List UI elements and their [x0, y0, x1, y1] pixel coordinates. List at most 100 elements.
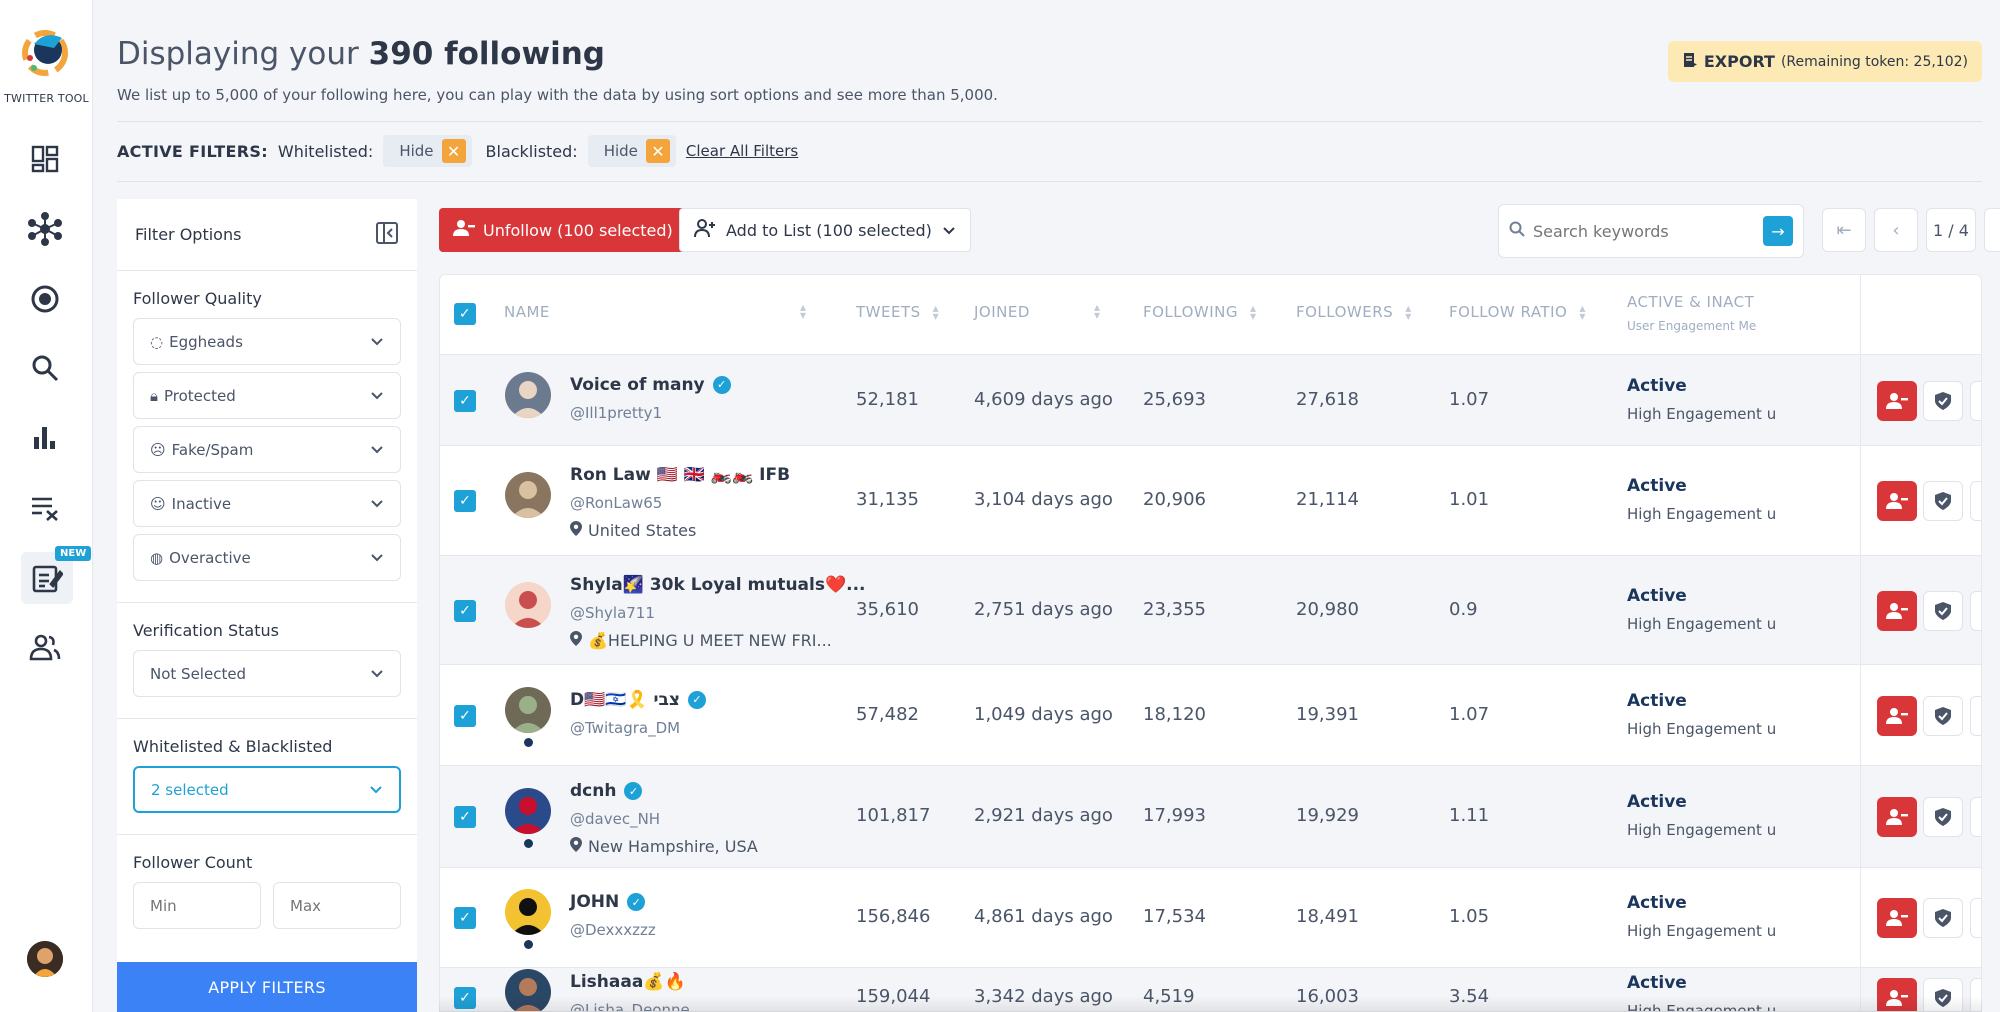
search-icon — [1509, 221, 1525, 241]
profile-avatar[interactable] — [505, 889, 551, 935]
blacklist-ban-icon[interactable] — [1970, 380, 1981, 421]
network-icon[interactable] — [27, 211, 63, 247]
export-button[interactable]: EXPORT (Remaining token: 25,102) — [1667, 41, 1982, 82]
bar-chart-icon[interactable] — [27, 420, 63, 456]
unfollow-button[interactable]: Unfollow (100 selected) — [439, 208, 687, 252]
whitelist-blacklist-title: Whitelisted & Blacklisted — [133, 737, 333, 756]
notes-icon[interactable] — [21, 552, 73, 604]
blacklist-ban-icon[interactable] — [1970, 797, 1981, 837]
col-following[interactable]: FOLLOWING ▴ ▾ — [1143, 301, 1257, 323]
profile-name[interactable]: dcnh ✓ — [570, 781, 643, 801]
follow-ratio: 1.07 — [1449, 388, 1490, 410]
min-count-input[interactable] — [133, 882, 261, 929]
profile-name[interactable]: D🇺🇸🇮🇱🎗️ צבי ✓ — [570, 690, 707, 710]
arrow-right-icon[interactable]: → — [1763, 216, 1793, 246]
close-icon[interactable]: ✕ — [441, 139, 466, 163]
col-followers[interactable]: FOLLOWERS ▴ ▾ — [1296, 301, 1412, 323]
app-logo[interactable] — [20, 26, 70, 78]
profile-name[interactable]: Shyla🌠 30k Loyal mutuals❤️... — [570, 574, 866, 595]
profile-avatar[interactable] — [505, 788, 551, 834]
col-tweets[interactable]: TWEETS ▴ ▾ — [856, 301, 940, 323]
follower-count-section: Follower Count — [117, 835, 417, 943]
next-page-button[interactable]: › — [1984, 208, 2000, 252]
profile-avatar[interactable] — [505, 969, 551, 1011]
engagement-level: High Engagement u — [1627, 821, 1777, 839]
blacklist-ban-icon[interactable] — [1970, 978, 1981, 1011]
tweets-count: 159,044 — [856, 986, 930, 1007]
overactive-dropdown[interactable]: ◍ Overactive — [133, 534, 401, 581]
row-checkbox[interactable]: ✓ — [454, 704, 476, 727]
joined-days: 1,049 days ago — [974, 703, 1113, 725]
dashboard-icon[interactable] — [27, 141, 63, 177]
protected-dropdown[interactable]: 🔒︎ Protected — [133, 372, 401, 419]
eggheads-dropdown[interactable]: ◌ Eggheads — [133, 318, 401, 365]
add-to-list-button[interactable]: Add to List (100 selected) — [679, 208, 971, 252]
joined-sort-icon[interactable]: ▴ ▾ — [1094, 300, 1101, 322]
fake-spam-label: Fake/Spam — [171, 440, 254, 459]
whitelist-shield-icon[interactable] — [1923, 695, 1963, 736]
search-input[interactable] — [1533, 221, 1755, 241]
unfollow-user-button[interactable] — [1877, 695, 1917, 736]
whitelist-shield-icon[interactable] — [1923, 481, 1963, 521]
collapse-panel-icon[interactable] — [375, 221, 399, 249]
blacklist-ban-icon[interactable] — [1970, 898, 1981, 938]
following-count: 17,534 — [1143, 906, 1206, 927]
blacklist-ban-icon[interactable] — [1970, 590, 1981, 631]
whitelist-shield-icon[interactable] — [1923, 590, 1963, 631]
whitelisted-chip: Hide ✕ — [383, 135, 472, 167]
whitelist-shield-icon[interactable] — [1923, 898, 1963, 938]
user-avatar[interactable] — [27, 941, 63, 977]
row-checkbox[interactable]: ✓ — [454, 806, 476, 828]
row-checkbox[interactable]: ✓ — [454, 389, 476, 412]
profile-avatar[interactable] — [505, 686, 551, 733]
col-name[interactable]: NAME — [504, 303, 550, 321]
clear-all-filters-link[interactable]: Clear All Filters — [685, 142, 799, 160]
unfollow-user-button[interactable] — [1877, 380, 1917, 421]
online-indicator — [524, 839, 533, 848]
unfollow-user-button[interactable] — [1877, 481, 1917, 521]
unfollow-user-button[interactable] — [1877, 978, 1917, 1011]
profile-handle: @Dexxxzzz — [570, 921, 656, 939]
whitelist-shield-icon[interactable] — [1923, 978, 1963, 1011]
col-joined[interactable]: JOINED — [974, 303, 1030, 321]
profile-avatar[interactable] — [505, 472, 551, 518]
radar-icon[interactable] — [27, 281, 63, 317]
col-follow-ratio[interactable]: FOLLOW RATIO ▴ ▾ — [1449, 301, 1586, 323]
whitelist-shield-icon[interactable] — [1923, 380, 1963, 421]
unfollow-user-button[interactable] — [1877, 898, 1917, 938]
row-checkbox[interactable]: ✓ — [454, 599, 476, 622]
name-sort-icon[interactable]: ▴ ▾ — [800, 300, 807, 322]
blacklist-ban-icon[interactable] — [1970, 481, 1981, 521]
row-checkbox[interactable]: ✓ — [454, 987, 476, 1009]
prev-page-button[interactable]: ‹ — [1874, 208, 1918, 252]
profile-name[interactable]: JOHN ✓ — [570, 892, 646, 912]
apply-filters-button[interactable]: APPLY FILTERS — [117, 962, 417, 1012]
pagination: ⇤ ‹ 1 / 4 › ⇥ — [1822, 208, 2000, 252]
whitelist-shield-icon[interactable] — [1923, 797, 1963, 837]
whitelist-blacklist-dropdown[interactable]: 2 selected — [133, 766, 401, 813]
profile-name[interactable]: Lishaaa💰🔥 — [570, 972, 686, 992]
close-icon[interactable]: ✕ — [645, 139, 670, 163]
profile-name[interactable]: Ron Law 🇺🇸 🇬🇧 🏍️🏍️ IFB — [570, 465, 791, 485]
profile-avatar[interactable] — [505, 371, 551, 418]
first-page-button[interactable]: ⇤ — [1822, 208, 1866, 252]
followers-count: 19,391 — [1296, 703, 1359, 725]
blacklist-ban-icon[interactable] — [1970, 695, 1981, 736]
fake-spam-dropdown[interactable]: ☹ Fake/Spam — [133, 426, 401, 473]
users-icon[interactable] — [27, 629, 63, 665]
verification-dropdown[interactable]: Not Selected — [133, 650, 401, 697]
verified-badge-icon: ✓ — [688, 690, 707, 709]
profile-avatar[interactable] — [505, 581, 551, 628]
col-activity[interactable]: ACTIVE & INACT — [1627, 293, 1755, 311]
list-remove-icon[interactable] — [27, 490, 63, 526]
row-checkbox[interactable]: ✓ — [454, 490, 476, 512]
search-icon[interactable] — [27, 350, 63, 386]
select-all-checkbox[interactable]: ✓ — [454, 303, 476, 325]
profile-handle: @Ill1pretty1 — [570, 403, 663, 422]
unfollow-user-button[interactable] — [1877, 590, 1917, 631]
max-count-input[interactable] — [273, 882, 401, 929]
row-checkbox[interactable]: ✓ — [454, 907, 476, 929]
profile-name[interactable]: Voice of many ✓ — [570, 375, 731, 395]
inactive-dropdown[interactable]: ☺ Inactive — [133, 480, 401, 527]
unfollow-user-button[interactable] — [1877, 797, 1917, 837]
